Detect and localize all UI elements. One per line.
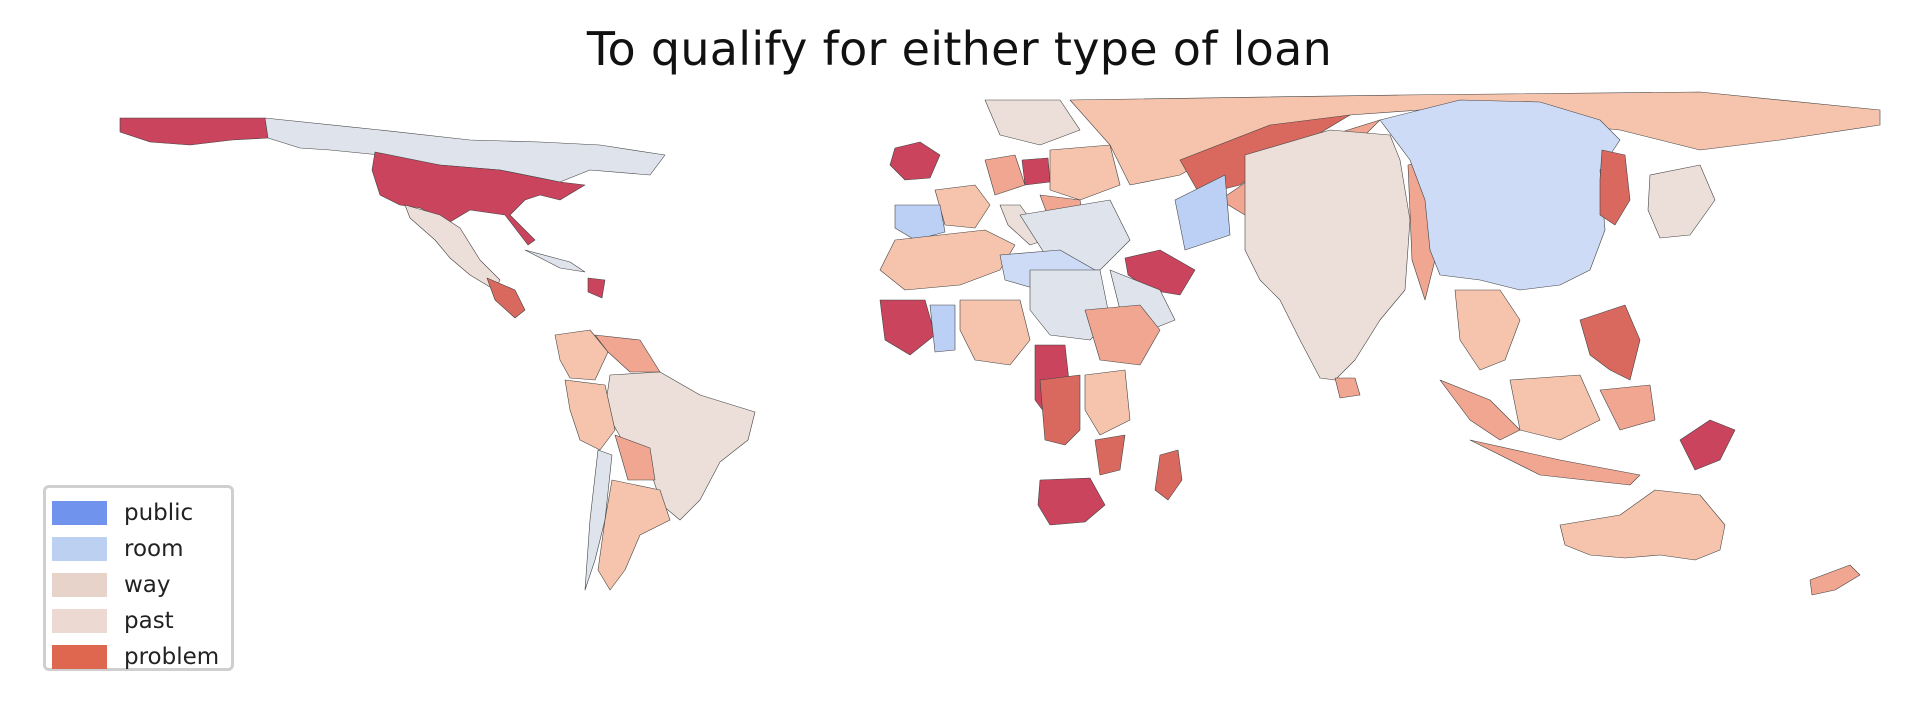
region-drc (1039, 374, 1081, 446)
region-australia (1559, 489, 1726, 561)
region-mozambique (1094, 434, 1126, 476)
region-china (1379, 99, 1621, 291)
region-south-africa (1037, 477, 1106, 526)
legend-label-public: public (124, 500, 194, 526)
legend-label-way: way (124, 572, 171, 598)
region-madagascar (1154, 449, 1183, 501)
region-canada (264, 117, 666, 183)
region-new-zealand (1809, 564, 1861, 596)
region-scandinavia (984, 99, 1081, 146)
region-afghanistan (1174, 174, 1231, 251)
legend-swatch-way (52, 573, 107, 597)
map-title: To qualify for either type of loan (586, 22, 1333, 76)
region-east-europe (1049, 144, 1121, 201)
legend-label-past: past (124, 608, 174, 634)
region-ethiopia (1084, 304, 1161, 366)
legend-label-problem: problem (124, 644, 220, 670)
map-legend: public room way past problem (43, 485, 234, 671)
region-india (1244, 129, 1411, 381)
region-uk (889, 141, 941, 181)
region-poland (1021, 157, 1051, 186)
region-haiti (587, 277, 606, 299)
region-malaysia (1439, 379, 1521, 441)
region-borneo (1509, 374, 1601, 441)
region-sri-lanka (1334, 377, 1361, 399)
region-north-africa (879, 229, 1016, 291)
legend-swatch-problem (52, 645, 107, 669)
region-colombia (554, 329, 609, 381)
legend-swatch-room (52, 537, 107, 561)
region-nigeria (959, 299, 1031, 366)
region-france (934, 184, 991, 229)
legend-item-problem: problem (52, 642, 219, 672)
region-java (1469, 439, 1641, 486)
legend-item-public: public (52, 498, 193, 528)
region-sulawesi (1599, 384, 1656, 431)
region-venezuela (594, 334, 661, 373)
legend-swatch-past (52, 609, 107, 633)
region-cuba (524, 249, 586, 273)
legend-item-room: room (52, 534, 184, 564)
region-arabia (1109, 269, 1176, 331)
region-korea (1599, 149, 1631, 226)
region-indochina (1454, 289, 1521, 371)
region-chile (584, 449, 613, 591)
region-peru (564, 379, 616, 451)
region-philippines (1579, 304, 1641, 381)
legend-swatch-public (52, 501, 107, 525)
region-alaska (119, 117, 269, 146)
region-west-africa (879, 299, 936, 356)
region-usa (371, 151, 586, 246)
region-ghana (929, 304, 956, 353)
region-bolivia (614, 434, 656, 481)
region-east-africa (1084, 369, 1131, 436)
region-papua (1679, 419, 1736, 471)
region-central-america (486, 277, 526, 319)
legend-label-room: room (124, 536, 184, 562)
legend-item-way: way (52, 570, 171, 600)
legend-item-past: past (52, 606, 174, 636)
region-japan (1647, 164, 1716, 239)
region-argentina (597, 479, 671, 591)
region-germany (984, 154, 1026, 196)
region-spain (894, 204, 946, 241)
